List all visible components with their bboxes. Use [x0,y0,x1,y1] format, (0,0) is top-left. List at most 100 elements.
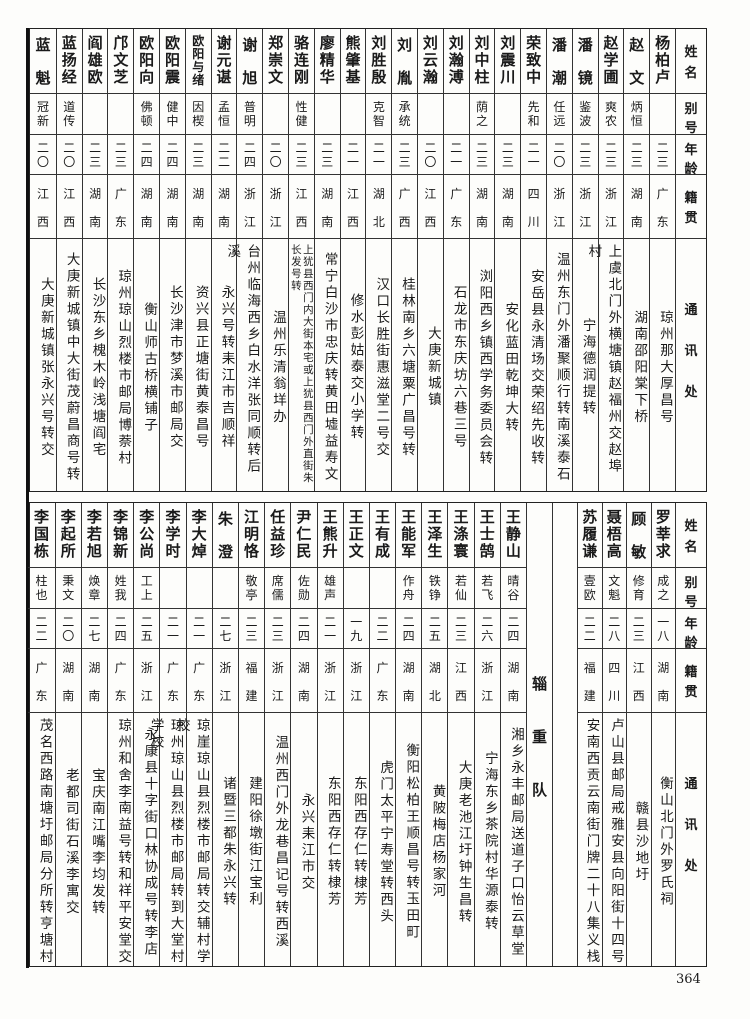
header-native: 籍贯 [676,649,706,713]
person-address: 卢山县邮局戒雅安县向阳街十四号 [608,718,624,966]
person-address: 上虞北门外横塘镇赵福州交赵埠村 [585,244,622,475]
person-name: 欧阳与绪 [185,29,211,94]
person-name: 刘瀚溥 [443,29,469,94]
person-address: 琼州和舍李南益号转和祥平安堂交 [115,718,132,966]
person-alias: 姓我 [108,568,134,609]
person-alias [314,94,340,135]
person-native-place: 湖南 [396,649,422,713]
person-native-place: 福建 [238,649,265,713]
person-name: 江明恪 [238,503,265,568]
person-name: 蓝魁 [30,29,56,94]
person-name: 王有成 [369,503,396,568]
person-native-place: 广东 [28,649,55,713]
person-native-place: 湖北 [366,175,392,239]
person-age: 二二 [369,609,396,649]
person-age: 二三 [627,609,651,649]
person-column: 欧阳震健中二四湖南长沙津市梦溪市邮局交 [159,29,185,491]
person-name: 李学时 [160,503,186,568]
person-address: 琼州那大厚昌号 [657,309,673,426]
person-column: 王泽生铁铮二五湖北黄陂梅店杨家河 [421,503,448,966]
person-native-place: 浙江 [212,649,238,713]
person-alias [108,94,134,135]
person-address: 赣县沙地圩 [632,800,649,884]
person-address: 永康县十字街口林协成号转李店 [141,726,158,958]
person-address: 宁海东乡茶院村华源泰转 [481,751,498,933]
person-address: 温州东门外潘聚顺行转南溪泰石 [553,252,570,483]
person-address: 琼州琼山县烈楼市邮局转到大堂村学校 [147,718,184,966]
person-column: 顾敏修育二三江西赣县沙地圩 [626,503,651,966]
person-alias: 铁铮 [422,568,448,609]
person-native-place: 江西 [289,175,314,239]
person-age: 二一 [521,135,547,175]
person-name: 刘胜殷 [366,29,392,94]
person-alias: 健中 [160,94,185,135]
person-age: 二一 [186,609,212,649]
person-column: 王涤寰若仙二三江西大庚老池江圩钟生昌转 [447,503,474,966]
person-age: 二〇 [263,135,289,175]
person-age: 二七 [81,609,107,649]
person-native-place: 浙江 [263,175,289,239]
person-name: 潘镜 [572,29,598,94]
person-alias: 普明 [237,94,263,135]
person-name: 苏履谦 [578,503,602,568]
person-alias: 炳恒 [624,94,650,135]
person-address: 衡阳松柏王顺昌号转玉田町 [403,743,420,941]
header-name: 姓名 [676,503,706,568]
person-age: 二三 [572,135,598,175]
person-alias: 修育 [627,568,651,609]
person-column: 谢元谌孟恒二二湖南永兴号转耒江市吉顺祥 [210,29,237,491]
person-address: 大庚新城镇 [424,326,441,409]
person-column: 刘胜殷克智二一湖北汉口长胜街惠滋堂二号交 [365,29,392,491]
person-column: 尹仁民佐勋二四湖南永兴耒江市交 [290,503,317,966]
person-alias: 若飞 [474,568,500,609]
person-alias: 任远 [547,94,572,135]
person-address: 琼崖琼山县烈楼市邮局转交辅村学校 [173,718,210,966]
person-name: 王能军 [396,503,422,568]
person-alias [343,568,369,609]
person-column: 蓝扬经道传二〇江西大庚新城镇中大街茂蔚昌商号转 [55,29,82,491]
person-age: 二四 [396,609,422,649]
person-native-place: 浙江 [317,649,343,713]
person-address: 衡山师古桥横铺子 [141,301,158,434]
person-age: 二〇 [30,135,56,175]
person-name: 邝文芝 [108,29,134,94]
person-column: 廖精华二三湖南常宁白沙市忠庆转黄田墟益寿文 [313,29,340,491]
person-alias: 先和 [521,94,547,135]
person-native-place: 江西 [448,649,474,713]
person-address: 大庚新城镇中大街茂蔚昌商号转 [63,252,80,483]
person-address: 汉口长胜街惠滋堂二号交 [373,276,390,459]
person-address: 浏阳西乡镇西学务委员会转 [476,268,493,467]
person-name: 潘潮 [547,29,572,94]
person-alias: 焕章 [81,568,107,609]
person-alias [495,94,521,135]
person-address: 常宁白沙市忠庆转黄田墟益寿文 [321,252,338,483]
person-native-place: 广东 [443,175,469,239]
person-alias: 爽农 [598,94,624,135]
person-native-place: 浙江 [572,175,598,239]
person-native-place: 江西 [30,175,56,239]
person-age: 二三 [624,135,650,175]
person-address: 上犹县西门内大街本宅或上犹县西门外直街朱长发号转 [289,244,314,484]
person-address: 宁海德润提转 [579,318,596,417]
person-column: 李公尚工上二五浙江永康县十字街口林协成号转李店 [133,503,160,966]
person-native-place: 湖南 [500,649,526,713]
person-age: 二三 [108,135,134,175]
person-name: 李若旭 [81,503,107,568]
person-name: 郑崇文 [263,29,289,94]
person-native-place: 江西 [627,649,651,713]
person-column: 蓝魁冠新二〇江西大庚新城镇张永兴号转交 [30,29,56,491]
person-alias: 雄声 [317,568,343,609]
person-address: 衡山北门外罗氏祠 [657,776,673,908]
person-native-place: 广东 [108,175,134,239]
person-address: 大庚老池江圩钟生昌转 [455,759,472,925]
person-alias: 成之 [651,568,675,609]
person-age: 二七 [212,609,238,649]
person-column: 朱澄二七浙江诸暨三都朱永兴转 [211,503,238,966]
person-native-place: 江西 [418,175,443,239]
person-address: 资兴县正塘街黄泰昌号 [192,285,209,450]
person-native-place: 湖南 [469,175,495,239]
person-alias: 性健 [289,94,314,135]
person-address: 永兴号转耒江市吉顺祥 [218,285,235,450]
person-name: 刘云瀚 [418,29,443,94]
person-age: 二三 [598,135,624,175]
